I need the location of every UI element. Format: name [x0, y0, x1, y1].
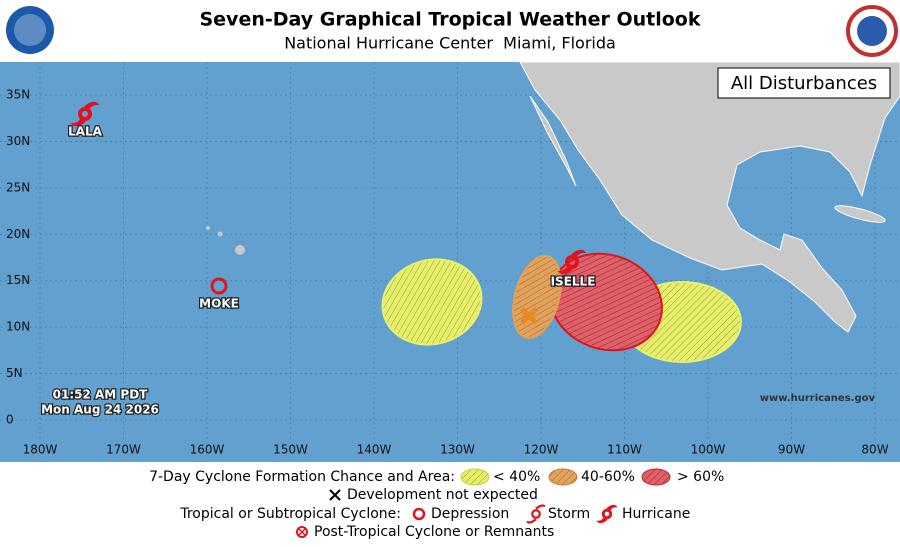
legend: 7-Day Cyclone Formation Chance and Area:…	[149, 468, 724, 540]
legend-text: < 40%	[493, 469, 540, 485]
lon-label: 110W	[607, 443, 642, 457]
title: Seven-Day Graphical Tropical Weather Out…	[199, 9, 700, 31]
legend-title: Tropical or Subtropical Cyclone:	[179, 506, 401, 522]
lon-label: 140W	[357, 443, 392, 457]
legend-high-swatch	[641, 468, 671, 486]
island	[206, 226, 210, 230]
legend-text: Storm	[548, 506, 590, 522]
lon-label: 130W	[440, 443, 475, 457]
lon-label: 120W	[524, 443, 559, 457]
storm-label: LALA	[68, 125, 103, 139]
island	[217, 231, 223, 237]
lon-label: 80W	[861, 443, 888, 457]
legend-medium-swatch	[548, 468, 578, 486]
lat-label: 15N	[6, 273, 30, 287]
lon-label: 90W	[778, 443, 805, 457]
panel-label: All Disturbances	[731, 73, 877, 94]
legend-title: 7-Day Cyclone Formation Chance and Area:	[149, 469, 455, 485]
land	[519, 61, 900, 333]
lon-label: 160W	[190, 443, 225, 457]
lat-label: 30N	[6, 134, 30, 148]
legend-text: > 60%	[677, 469, 724, 485]
lat-label: 25N	[6, 180, 30, 194]
nws-logo-inner	[857, 16, 887, 46]
storm-label: ISELLE	[551, 275, 596, 289]
legend-text: Development not expected	[347, 487, 538, 503]
cuba	[834, 205, 886, 223]
timestamp: 01:52 AM PDT	[53, 388, 149, 402]
subtitle: National Hurricane Center Miami, Florida	[284, 34, 616, 53]
header: Seven-Day Graphical Tropical Weather Out…	[6, 5, 898, 57]
depression-symbol	[210, 277, 228, 295]
legend-storm-symbol	[526, 504, 546, 524]
legend-text: Post-Tropical Cyclone or Remnants	[314, 524, 554, 540]
legend-text: 40-60%	[581, 469, 635, 485]
legend-x-symbol	[329, 489, 341, 501]
legend-low-swatch	[460, 468, 490, 486]
lon-label: 180W	[23, 443, 58, 457]
lat-label: 10N	[6, 320, 30, 334]
legend-text: Depression	[431, 506, 509, 522]
storm-label: MOKE	[199, 297, 239, 311]
hawaii	[206, 226, 245, 255]
map: 35N 30N 25N 20N 15N 10N 5N 0 180W 170W 160W 150W 140…	[0, 61, 900, 462]
lat-label: 5N	[6, 366, 23, 380]
website: www.hurricanes.gov	[760, 393, 876, 404]
legend-text: Hurricane	[622, 506, 690, 522]
lon-label: 100W	[691, 443, 726, 457]
lat-label: 35N	[6, 88, 30, 102]
legend-hurricane-symbol	[596, 504, 618, 524]
lat-label: 20N	[6, 227, 30, 241]
legend-depression-symbol	[412, 507, 426, 521]
legend-post-tropical-symbol	[296, 526, 308, 538]
timestamp: Mon Aug 24 2026	[41, 403, 159, 417]
low-chance-area	[381, 258, 483, 346]
legend-post-tropical-x	[298, 528, 306, 536]
lat-label: 0	[6, 413, 14, 427]
panel-label-box	[717, 67, 891, 99]
baja	[529, 95, 577, 187]
lon-label: 150W	[273, 443, 308, 457]
lon-label: 170W	[106, 443, 141, 457]
island	[235, 245, 245, 255]
no-development-marker	[520, 307, 538, 325]
noaa-logo	[6, 6, 54, 54]
noaa-logo-inner	[14, 14, 46, 46]
